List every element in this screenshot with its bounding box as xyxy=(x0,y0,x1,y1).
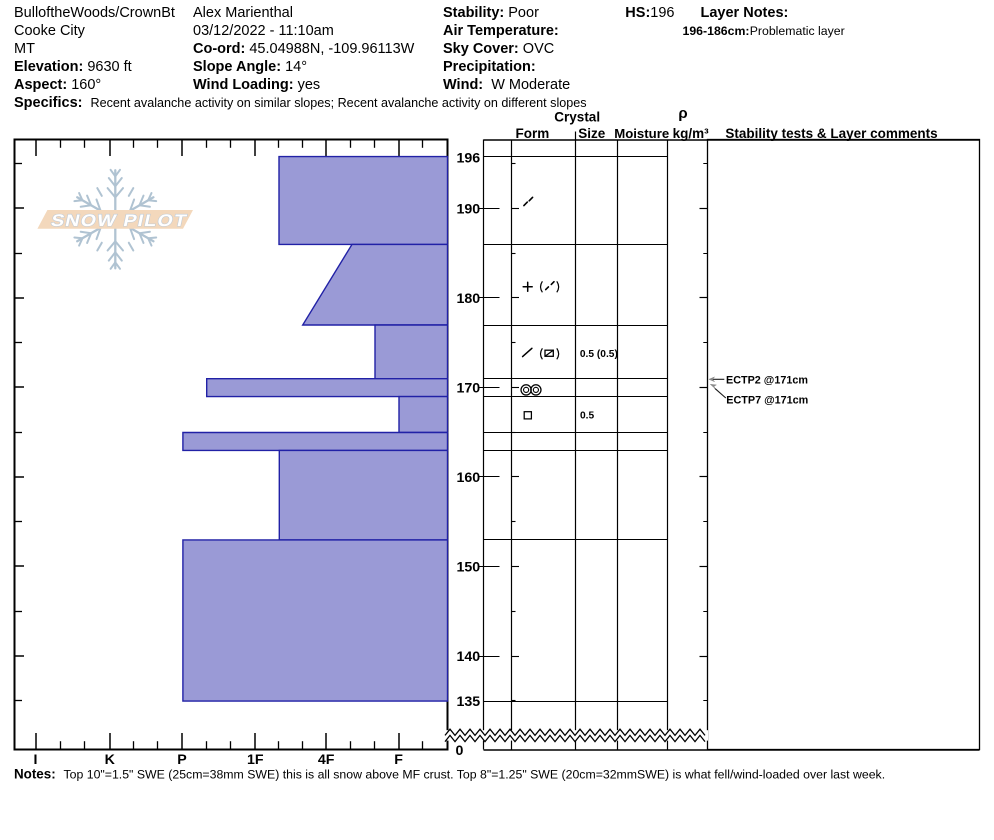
svg-text:140: 140 xyxy=(457,649,481,665)
svg-text:Aspect: 160°: Aspect: 160° xyxy=(14,77,101,93)
svg-text:BulloftheWoods/CrownBt: BulloftheWoods/CrownBt xyxy=(14,5,175,21)
svg-text:Crystal: Crystal xyxy=(554,110,600,125)
svg-text:170: 170 xyxy=(457,381,481,397)
svg-text:Problematic layer: Problematic layer xyxy=(750,24,845,38)
svg-text:135: 135 xyxy=(457,694,481,710)
svg-text:180: 180 xyxy=(457,291,481,307)
svg-text:Moisture: Moisture xyxy=(614,126,669,141)
svg-text:1F: 1F xyxy=(247,752,264,768)
svg-text:Specifics:: Specifics: xyxy=(14,95,83,111)
svg-text:Elevation: 9630 ft: Elevation: 9630 ft xyxy=(14,59,132,75)
svg-text:Cooke City: Cooke City xyxy=(14,23,86,39)
svg-text:Notes:: Notes: xyxy=(14,766,56,781)
svg-text:196-186cm:: 196-186cm: xyxy=(683,24,750,38)
svg-text:Wind: W Moderate: Wind: W Moderate xyxy=(443,77,570,93)
svg-text:Wind Loading: yes: Wind Loading: yes xyxy=(193,77,320,93)
svg-text:Stability: Poor: Stability: Poor xyxy=(443,5,539,21)
svg-text:Alex Marienthal: Alex Marienthal xyxy=(193,5,293,21)
svg-text:190: 190 xyxy=(457,201,481,217)
svg-text:SNOW PILOT: SNOW PILOT xyxy=(49,211,189,230)
svg-text:ρ: ρ xyxy=(678,105,687,122)
svg-text:160: 160 xyxy=(457,470,481,486)
svg-text:4F: 4F xyxy=(318,752,335,768)
svg-text:0.5 (0.5): 0.5 (0.5) xyxy=(580,349,618,360)
svg-text:Layer Notes:: Layer Notes: xyxy=(701,5,789,21)
svg-text:F: F xyxy=(394,752,403,768)
svg-text:Co-ord: 45.04988N, -109.96113W: Co-ord: 45.04988N, -109.96113W xyxy=(193,41,415,57)
svg-text:0: 0 xyxy=(456,743,464,759)
svg-text:Slope Angle: 14°: Slope Angle: 14° xyxy=(193,59,307,75)
svg-text:Top 10"=1.5" SWE (25cm=38mm SW: Top 10"=1.5" SWE (25cm=38mm SWE) this is… xyxy=(64,767,886,781)
svg-text:Recent avalanche activity on s: Recent avalanche activity on similar slo… xyxy=(91,96,587,110)
svg-text:ECTP7 @171cm: ECTP7 @171cm xyxy=(726,394,808,406)
svg-text:0.5: 0.5 xyxy=(580,410,594,421)
svg-text:MT: MT xyxy=(14,41,35,57)
svg-text:Form: Form xyxy=(516,126,550,141)
svg-text:196: 196 xyxy=(457,150,481,166)
svg-text:ECTP2 @171cm: ECTP2 @171cm xyxy=(726,374,808,386)
svg-text:P: P xyxy=(177,752,186,768)
svg-text:kg/m³: kg/m³ xyxy=(673,126,710,141)
svg-text:Stability tests & Layer commen: Stability tests & Layer comments xyxy=(725,126,937,141)
svg-text:HS:196: HS:196 xyxy=(625,5,674,21)
svg-text:K: K xyxy=(105,752,116,768)
svg-text:Sky Cover: OVC: Sky Cover: OVC xyxy=(443,41,554,57)
svg-text:I: I xyxy=(34,752,38,768)
svg-text:Air Temperature:: Air Temperature: xyxy=(443,23,559,39)
svg-text:03/12/2022 - 11:10am: 03/12/2022 - 11:10am xyxy=(193,23,334,39)
svg-text:Size: Size xyxy=(578,126,606,141)
svg-text:150: 150 xyxy=(457,560,481,576)
svg-text:Precipitation:: Precipitation: xyxy=(443,59,536,75)
